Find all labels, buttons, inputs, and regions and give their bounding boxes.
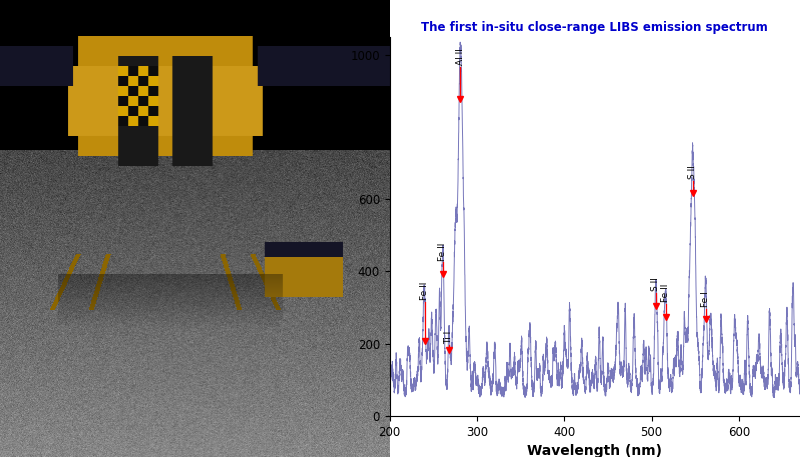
Text: Fe II: Fe II [661,284,670,302]
Text: Fe II: Fe II [438,242,447,260]
Text: Fe I: Fe I [701,292,710,308]
Title: The first in-situ close-range LIBS emission spectrum: The first in-situ close-range LIBS emiss… [422,21,768,34]
Text: Al II: Al II [456,48,465,65]
Text: Fe II: Fe II [420,282,429,300]
X-axis label: Wavelength (nm): Wavelength (nm) [527,444,662,457]
Text: S II: S II [688,165,697,179]
Text: S II: S II [651,277,661,291]
Text: Ti I: Ti I [445,330,454,344]
